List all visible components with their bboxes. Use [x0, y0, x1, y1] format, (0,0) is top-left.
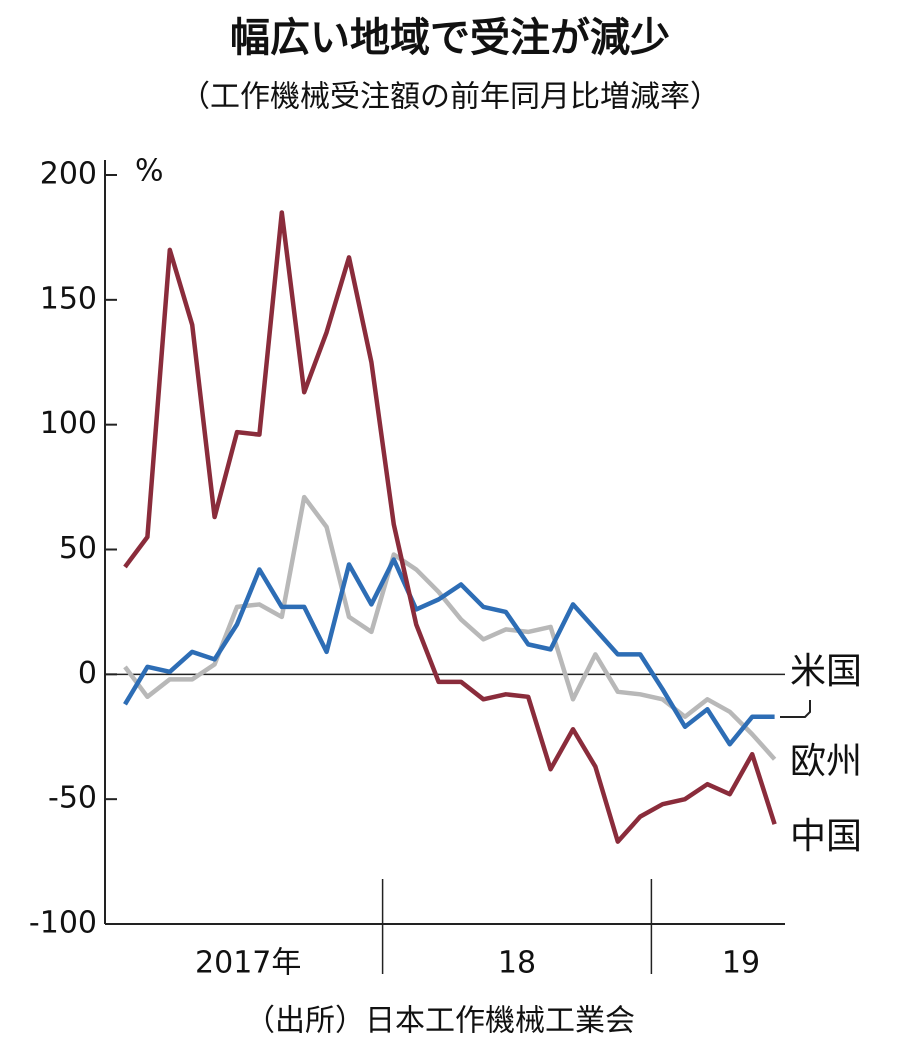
- x-tick-label: 2017年: [195, 946, 301, 981]
- legend-label: 中国: [790, 816, 862, 857]
- line-1: [123, 494, 777, 761]
- chart-subtitle: （工作機械受注額の前年同月比増減率）: [180, 80, 720, 115]
- y-tick-label: -100: [29, 906, 97, 941]
- leader-line: [780, 700, 811, 718]
- line-0: [123, 557, 775, 747]
- x-tick-label: 19: [722, 946, 760, 981]
- legend-label: 欧州: [790, 741, 862, 782]
- y-tick-label: 0: [78, 656, 97, 691]
- x-tick-label: 18: [498, 946, 536, 981]
- y-axis-label: %: [135, 154, 164, 189]
- chart-title: 幅広い地域で受注が減少: [230, 15, 670, 61]
- legend-label: 米国: [790, 651, 862, 692]
- y-tick-label: 200: [40, 157, 97, 192]
- y-tick-label: 100: [40, 406, 97, 441]
- line-2: [123, 210, 777, 844]
- y-tick-label: 50: [59, 531, 97, 566]
- source: （出所）日本工作機械工業会: [245, 1004, 635, 1039]
- y-tick-label: -50: [48, 781, 97, 816]
- y-tick-label: 150: [40, 281, 97, 316]
